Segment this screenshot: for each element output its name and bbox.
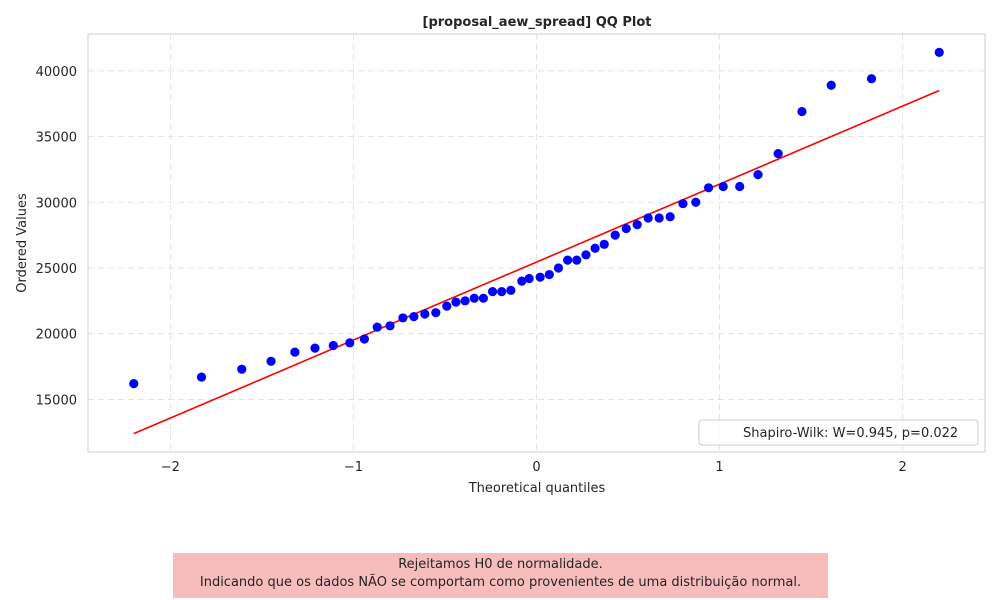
data-point (442, 301, 452, 311)
legend: Shapiro-Wilk: W=0.945, p=0.022 (698, 419, 979, 446)
data-point (643, 213, 653, 223)
data-point (266, 356, 276, 366)
data-point (773, 149, 783, 159)
data-point (345, 338, 355, 348)
data-point (506, 285, 516, 295)
data-point (735, 181, 745, 192)
data-point (497, 287, 507, 297)
conclusion-line-1: Rejeitamos H0 de normalidade. (398, 557, 603, 572)
legend-box (698, 419, 979, 446)
data-point (621, 223, 631, 234)
data-points (129, 47, 944, 389)
conclusion-line-2: Indicando que os dados NÃO se comportam … (199, 575, 802, 590)
y-axis-ticks: 15000 20000 25000 30000 35000 40000 (36, 65, 77, 409)
data-point (934, 47, 944, 58)
data-point (535, 272, 545, 282)
data-point (691, 197, 701, 207)
data-point (599, 239, 609, 249)
data-point (563, 255, 573, 265)
y-tick-label: 30000 (36, 196, 77, 211)
data-point (866, 74, 877, 84)
data-point (665, 212, 675, 222)
data-point (718, 181, 728, 192)
data-point (544, 269, 554, 280)
y-tick-label: 15000 (36, 393, 77, 408)
x-tick-label: 2 (898, 460, 906, 475)
data-point (359, 334, 370, 344)
x-axis-ticks: −2 −1 0 1 2 (161, 460, 907, 475)
data-point (310, 343, 320, 353)
data-point (703, 183, 714, 193)
data-point (610, 230, 620, 240)
x-tick-label: 1 (715, 460, 723, 475)
data-point (632, 219, 642, 230)
legend-entry: Shapiro-Wilk: W=0.945, p=0.022 (743, 426, 958, 441)
y-tick-label: 40000 (36, 65, 77, 80)
data-point (431, 308, 441, 318)
data-point (826, 80, 836, 90)
data-point (237, 364, 247, 374)
data-point (460, 296, 470, 306)
data-point (328, 340, 338, 351)
data-point (487, 287, 498, 297)
x-tick-label: −1 (344, 460, 363, 475)
data-point (654, 213, 664, 223)
y-tick-label: 20000 (36, 328, 77, 343)
data-point (372, 322, 382, 332)
data-point (409, 312, 419, 322)
qq-plot: [proposal_aew_spread] QQ Plot −2 −1 0 1 2 15… (15, 15, 986, 496)
data-point (581, 250, 591, 260)
plot-area (87, 33, 986, 453)
data-point (678, 198, 688, 209)
data-point (451, 297, 461, 307)
data-point (524, 273, 534, 284)
data-point (478, 293, 489, 303)
x-axis-label: Theoretical quantiles (468, 481, 606, 496)
data-point (420, 309, 430, 319)
data-point (398, 313, 408, 323)
data-point (572, 255, 582, 265)
data-point (196, 372, 207, 382)
x-tick-label: 0 (532, 460, 540, 475)
data-point (290, 347, 300, 357)
y-tick-label: 25000 (36, 262, 77, 277)
x-tick-label: −2 (161, 460, 180, 475)
reference-line (133, 89, 940, 435)
data-point (553, 263, 564, 273)
data-point (753, 170, 763, 180)
data-point (129, 379, 139, 389)
data-point (590, 243, 600, 253)
conclusion-box: Rejeitamos H0 de normalidade. Indicando … (173, 553, 828, 598)
data-point (517, 276, 527, 286)
y-axis-label: Ordered Values (15, 193, 30, 293)
chart-title: [proposal_aew_spread] QQ Plot (423, 15, 652, 30)
data-point (797, 106, 807, 117)
y-tick-label: 35000 (36, 131, 77, 146)
data-point (469, 293, 479, 303)
data-point (385, 321, 395, 331)
